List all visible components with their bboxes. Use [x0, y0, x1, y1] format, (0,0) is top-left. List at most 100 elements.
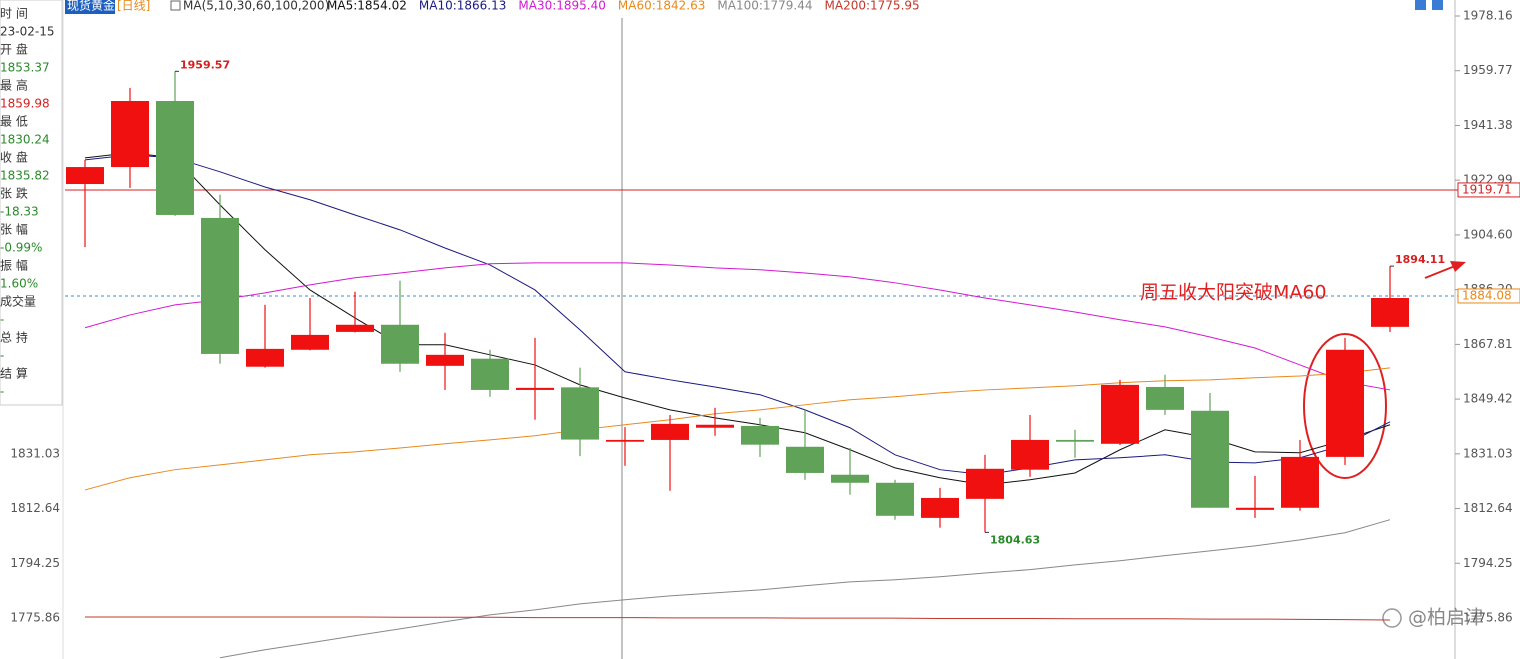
- candle-body: [1371, 297, 1409, 327]
- y-tick-label: 1812.64: [1463, 501, 1513, 515]
- candle-body: [876, 482, 914, 516]
- info-label: 张 跌: [0, 186, 28, 201]
- symbol: 现货黄金: [67, 0, 115, 13]
- info-label: 时 间: [0, 7, 28, 21]
- info-value: -18.33: [0, 205, 39, 219]
- candle-body: [831, 474, 869, 483]
- candle-body: [291, 334, 329, 350]
- period: [日线]: [117, 0, 150, 13]
- reference-label-box: [1457, 182, 1520, 198]
- candle-body: [1191, 410, 1229, 508]
- info-label: 开 盘: [0, 42, 28, 57]
- info-value: -: [0, 349, 4, 363]
- candle-body: [1326, 349, 1364, 457]
- y-tick-label: 1831.03: [1463, 446, 1513, 460]
- reference-label-box: [1457, 288, 1520, 304]
- candle-body: [1146, 386, 1184, 410]
- y-tick-label: 1775.86: [10, 610, 60, 624]
- arrow-shaft: [1424, 265, 1456, 279]
- legend-entry: MA60:1842.63: [618, 0, 706, 13]
- y-tick-label: 1867.81: [1463, 337, 1513, 351]
- candle-body: [1011, 439, 1049, 470]
- ma-line: [84, 154, 1391, 476]
- candle-body: [471, 358, 509, 390]
- info-label: 振 幅: [0, 258, 28, 273]
- reference-label: 1919.71: [1462, 182, 1512, 196]
- symbol-bg: [65, 0, 115, 14]
- extreme-label: 1959.57: [180, 58, 230, 71]
- y-tick-label: 1794.25: [10, 556, 60, 570]
- candle-body: [111, 100, 149, 168]
- y-tick-label: 1812.64: [10, 501, 60, 515]
- y-tick-label: 1849.42: [1463, 392, 1513, 406]
- y-tick-label: 1941.38: [1463, 118, 1513, 132]
- extreme-label: 1804.63: [990, 533, 1040, 546]
- candle-body: [651, 423, 689, 440]
- ma-line: [219, 519, 1391, 659]
- info-label: 最 低: [0, 115, 28, 129]
- ma-line: [84, 152, 1391, 486]
- legend-entry: MA5:1854.02: [327, 0, 407, 13]
- highlight-ellipse: [1303, 333, 1387, 479]
- watermark-logo: [1382, 608, 1402, 628]
- info-label: 结 算: [0, 366, 28, 381]
- candle-body: [561, 387, 599, 440]
- candle-body: [1281, 456, 1319, 508]
- arrow-head: [1450, 261, 1466, 272]
- indicator: MA(5,10,30,60,100,200): [183, 0, 329, 13]
- legend-entry: MA200:1775.95: [825, 0, 920, 13]
- candle-body: [381, 324, 419, 364]
- info-value: 1835.82: [0, 169, 50, 183]
- indicator-icon: [170, 0, 181, 11]
- legend-entry: MA30:1895.40: [518, 0, 606, 13]
- candle-body: [246, 348, 284, 367]
- icon[interactable]: [1415, 0, 1426, 10]
- candle-body: [1101, 384, 1139, 444]
- annotation: 周五收大阳突破MA60: [1140, 282, 1327, 304]
- watermark: @柏启津: [1408, 607, 1484, 629]
- y-tick-label: 1775.86: [1463, 610, 1513, 624]
- info-value: 1.60%: [0, 277, 38, 291]
- candle-body: [201, 217, 239, 354]
- y-tick-label: 1978.16: [1463, 9, 1513, 23]
- info-label: 收 盘: [0, 150, 28, 165]
- candle-body: [66, 167, 104, 185]
- info-label: 总 持: [0, 330, 28, 345]
- reference-label: 1884.08: [1462, 288, 1512, 302]
- candle-body: [966, 468, 1004, 499]
- candle-body: [696, 424, 734, 428]
- info-value: 1859.98: [0, 97, 50, 111]
- legend-entry: MA10:1866.13: [419, 0, 507, 13]
- ma-line: [84, 367, 1391, 491]
- candle-body: [156, 100, 194, 215]
- info-value: 1830.24: [0, 133, 50, 147]
- y-tick-label: 1831.03: [10, 446, 60, 460]
- candle-body: [921, 497, 959, 518]
- info-value: -: [0, 385, 4, 399]
- info-label: 成交量: [0, 294, 36, 309]
- candle-body: [1056, 439, 1094, 442]
- candle-body: [786, 446, 824, 473]
- candle-body: [1236, 507, 1274, 510]
- y-tick-label: 1794.25: [1463, 556, 1513, 570]
- info-label: 最 高: [0, 78, 28, 93]
- legend-entry: MA100:1779.44: [717, 0, 812, 13]
- candle-body: [516, 387, 554, 390]
- ma-line: [84, 262, 1391, 391]
- info-panel: [0, 0, 63, 406]
- extreme-label: 1894.11: [1395, 253, 1445, 266]
- info-value: -: [0, 313, 4, 327]
- icon[interactable]: [1432, 0, 1443, 10]
- info-value: 1853.37: [0, 61, 50, 75]
- candle-body: [606, 439, 644, 442]
- y-tick-label: 1904.60: [1463, 227, 1513, 241]
- y-tick-label: 1959.77: [1463, 63, 1513, 77]
- info-value: -0.99%: [0, 241, 42, 255]
- candle-body: [741, 425, 779, 445]
- info-value: 23-02-15: [0, 25, 54, 39]
- info-label: 张 幅: [0, 222, 28, 237]
- candle-body: [426, 354, 464, 366]
- candle-body: [336, 324, 374, 332]
